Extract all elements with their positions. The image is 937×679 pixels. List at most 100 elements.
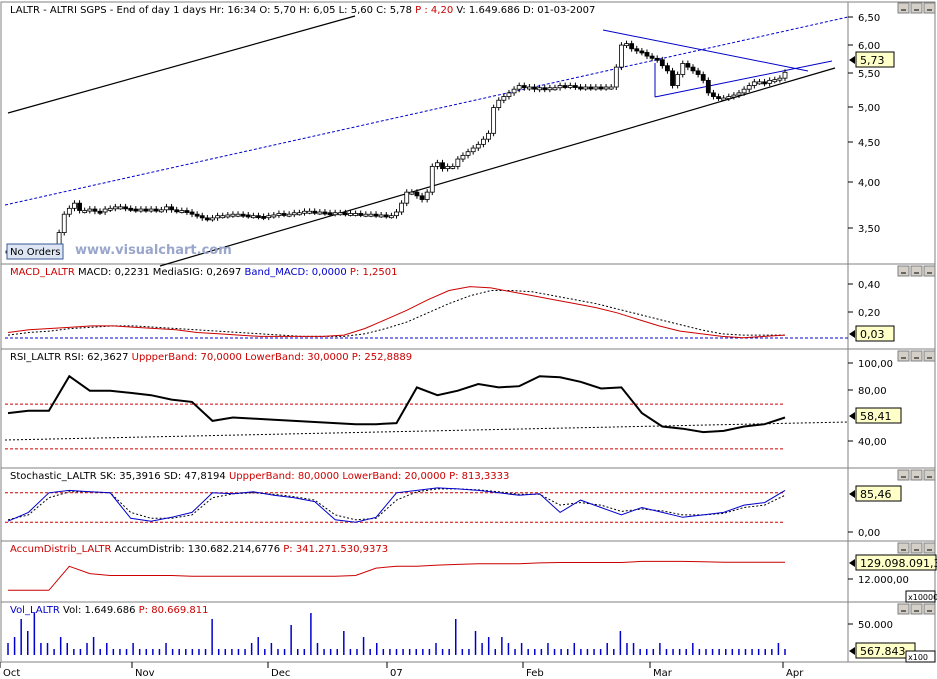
candle-body [87,208,93,212]
candle-body [455,158,461,167]
candle-body [174,209,180,213]
value-box-arrow [849,56,855,64]
header-segment: V: 1.649.686 D: 01-03-2007 [456,5,595,16]
candle-body [613,66,619,88]
current-value-boxes: 5,730,0358,4185,46129.098.091,3567.843x1… [849,51,937,663]
header-segment: MACD: 0,2231 [78,267,153,278]
candle-body [736,92,742,96]
candle-body [501,96,507,101]
close-button[interactable] [923,350,936,362]
minimize-button[interactable] [897,603,910,615]
close-button[interactable] [923,603,936,615]
candle-body [164,206,169,211]
macd-series [5,286,848,339]
volume-series [7,613,786,655]
rsi-line [7,374,786,434]
header-segment: UppperBand: 70,0000 [132,352,245,363]
stochastic-panel [0,467,936,542]
candle-body [711,92,716,97]
x-tick-label: Mar [653,668,673,679]
candle-body [475,143,481,149]
y-tick-label: 100,00 [858,359,893,370]
restore-button[interactable] [910,2,923,14]
x-tick-label: Apr [786,668,804,679]
candle-body [327,212,333,216]
candle-body [225,214,231,218]
header-segment: P: 80.669.811 [139,605,209,616]
candle-body [363,213,369,217]
scale-box [905,590,936,603]
candle-body [665,65,670,72]
accum-panel [0,540,936,603]
candle-body [557,85,563,89]
candle-body [276,213,282,216]
close-button[interactable] [923,2,936,14]
restore-button[interactable] [910,350,923,362]
candle-body [302,210,307,214]
candle-body [680,63,686,75]
candle-body [358,213,364,216]
y-tick-label: 12.000,00 [858,575,909,586]
x-tick-label: Feb [526,668,544,679]
candle-body [552,87,558,91]
y-tick-label: 3,50 [858,224,880,235]
candle-body [659,59,665,67]
candle-body [250,215,256,219]
restore-button[interactable] [910,542,923,554]
candle-body [608,86,614,90]
stochastic-k-line [7,487,786,523]
restore-button[interactable] [910,603,923,615]
candle-body [138,208,144,212]
close-button[interactable] [923,542,936,554]
candle-body [639,50,645,54]
candle-body [434,162,440,167]
candle-body [542,87,548,91]
candle-body [634,48,640,52]
restore-button[interactable] [910,265,923,277]
candle-body [506,92,512,97]
value-box-arrow [849,647,855,655]
candle-body [286,213,292,217]
candle-body [685,63,691,68]
candle-body [337,212,343,216]
candle-body [61,213,67,233]
candle-body [143,208,149,212]
candle-body [179,210,185,213]
minimize-button[interactable] [897,265,910,277]
candle-body [726,96,732,99]
candle-body [777,77,783,81]
value-box-label: 5,73 [860,54,885,67]
minimize-button[interactable] [897,542,910,554]
close-button[interactable] [923,469,936,481]
y-tick-label: 0,00 [858,528,880,539]
volume-header: Vol_LALTR Vol: 1.649.686 P: 80.669.811 [10,605,208,616]
header-segment: LowerBand: 20,0000 [342,471,449,482]
y-tick-label: 0,20 [858,308,880,319]
candle-body [72,202,77,209]
restore-button[interactable] [910,469,923,481]
candle-body [486,132,491,140]
header-segment: P: 341.271.530,9373 [283,544,388,555]
header-segment: P: 1,2501 [350,267,398,278]
candle-body [169,206,174,211]
minimize-button[interactable] [897,350,910,362]
y-tick-label: 80,00 [858,386,887,397]
minimize-button[interactable] [897,2,910,14]
candle-body [772,79,778,83]
candle-body [593,86,599,90]
candle-body [97,210,103,214]
rsi-trend-line [4,421,849,441]
header-segment: RSI_LALTR [10,352,64,363]
minimize-button[interactable] [897,469,910,481]
candle-body [731,94,737,98]
candle-body [388,215,394,219]
candle-body [133,208,139,212]
candle-body [751,81,757,86]
close-button[interactable] [923,265,936,277]
candle-body [782,71,788,79]
value-box-label: 85,46 [860,488,892,501]
candle-body [670,70,675,86]
no-orders-badge[interactable]: No Orders [6,243,64,260]
candle-body [271,214,277,218]
value-box [855,325,895,342]
